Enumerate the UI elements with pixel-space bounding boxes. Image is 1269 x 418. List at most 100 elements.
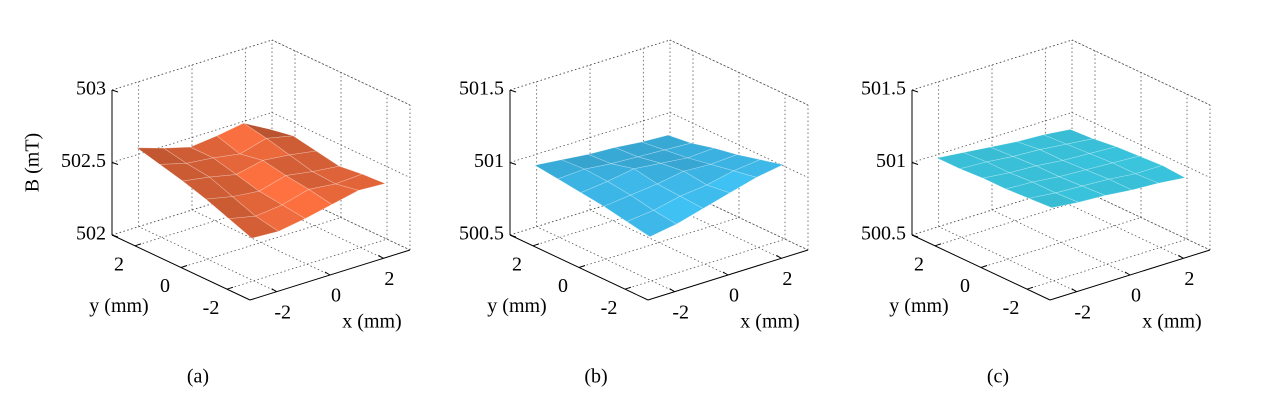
z-tick (911, 234, 919, 238)
x-tick (669, 288, 675, 293)
z-tick (111, 234, 119, 238)
surface-cell (606, 168, 658, 196)
surface-cell (1008, 165, 1061, 183)
grid-line (938, 226, 1077, 293)
x-axis-label: x (mm) (740, 311, 799, 333)
z-tick (111, 162, 119, 165)
z-tick-label: 500.5 (459, 223, 504, 245)
y-tick-label: 0 (160, 275, 170, 297)
x-tick (1071, 288, 1077, 293)
surface-cell (679, 184, 731, 209)
x-tick-label: 2 (782, 268, 792, 290)
surface-cell (1004, 181, 1057, 199)
surface-cell (640, 134, 693, 151)
x-tick (722, 271, 729, 276)
surface-cell (981, 172, 1034, 190)
surface-cell (626, 210, 678, 238)
z-tick (509, 89, 517, 93)
z-tick-label: 501.5 (861, 78, 906, 100)
y-tick (532, 243, 540, 247)
y-tick (226, 286, 234, 290)
surface-cell (560, 154, 613, 170)
surface-cell (583, 163, 636, 182)
surface-cell (659, 157, 712, 172)
y-tick (134, 243, 142, 247)
x-tick-label: -2 (274, 301, 291, 323)
surface-cell (629, 183, 681, 211)
z-tick-label: 503 (76, 78, 106, 100)
panel-label: (a) (187, 366, 209, 388)
x-tick-label: -2 (1074, 301, 1091, 323)
y-tick-label: 2 (512, 253, 522, 275)
z-tick-label: 500.5 (861, 223, 906, 245)
x-tick-label: 0 (1131, 285, 1141, 307)
y-tick-label: -2 (1003, 297, 1020, 319)
z-tick-label: 502.5 (61, 150, 106, 172)
x-tick-label: -2 (672, 301, 689, 323)
y-tick (180, 265, 188, 268)
grid-line (245, 192, 384, 259)
x-tick (1124, 271, 1131, 276)
y-axis-label: y (mm) (487, 295, 546, 317)
grid-line (589, 209, 729, 276)
y-tick (624, 286, 632, 290)
z-axis-label: B (mT) (22, 133, 44, 192)
x-tick (1178, 254, 1184, 259)
surface-cell (962, 146, 1015, 163)
x-tick-label: 0 (729, 285, 739, 307)
x-axis-label: x (mm) (1142, 311, 1201, 333)
surface-cell (185, 157, 237, 178)
grid-line (643, 192, 782, 259)
surface-cell (182, 176, 234, 200)
x-tick (776, 254, 782, 259)
y-axis-label: y (mm) (89, 295, 148, 317)
x-tick (324, 271, 331, 276)
surface-cell (613, 141, 666, 158)
surface-cell (636, 149, 689, 164)
surface-cell (989, 141, 1041, 157)
panel-label: (c) (987, 366, 1009, 388)
grid-line (191, 209, 331, 276)
y-tick-label: 2 (914, 253, 924, 275)
y-tick (980, 265, 988, 268)
z-tick (111, 89, 119, 93)
y-axis-label: y (mm) (889, 295, 948, 317)
grid-line (138, 226, 277, 293)
z-tick-label: 501.5 (459, 78, 504, 100)
z-tick (509, 234, 517, 238)
x-axis-label: x (mm) (342, 311, 401, 333)
z-tick (509, 162, 517, 165)
surface-cell (985, 156, 1038, 174)
surface-cell (652, 195, 704, 225)
grid-line (1045, 192, 1184, 259)
surface-cell (686, 147, 739, 165)
surface-cell (706, 170, 758, 194)
surface-cell (709, 154, 762, 172)
y-tick (1026, 286, 1034, 290)
grid-line (536, 226, 675, 293)
surface-cell (557, 168, 609, 194)
y-tick-label: -2 (203, 297, 220, 319)
surface-cell (958, 161, 1011, 179)
x-tick (271, 288, 277, 293)
x-tick-label: 0 (331, 285, 341, 307)
surface-cell (228, 215, 280, 239)
z-tick (911, 162, 919, 165)
y-tick-label: -2 (601, 297, 618, 319)
x-tick-label: 2 (384, 268, 394, 290)
surface-cell (580, 181, 632, 207)
x-tick-label: 2 (1184, 268, 1194, 290)
surface-cell (935, 152, 988, 170)
surface-cell (732, 159, 785, 178)
grid-line (991, 209, 1131, 276)
z-tick-label: 501 (474, 150, 504, 172)
surface-cell (534, 159, 586, 180)
surface-cell (663, 142, 716, 159)
z-tick-label: 502 (76, 223, 106, 245)
surface-cell (158, 163, 211, 182)
surface-cell (1015, 134, 1068, 150)
x-tick (378, 254, 384, 259)
y-tick (578, 265, 586, 268)
surface-cell (603, 194, 655, 222)
